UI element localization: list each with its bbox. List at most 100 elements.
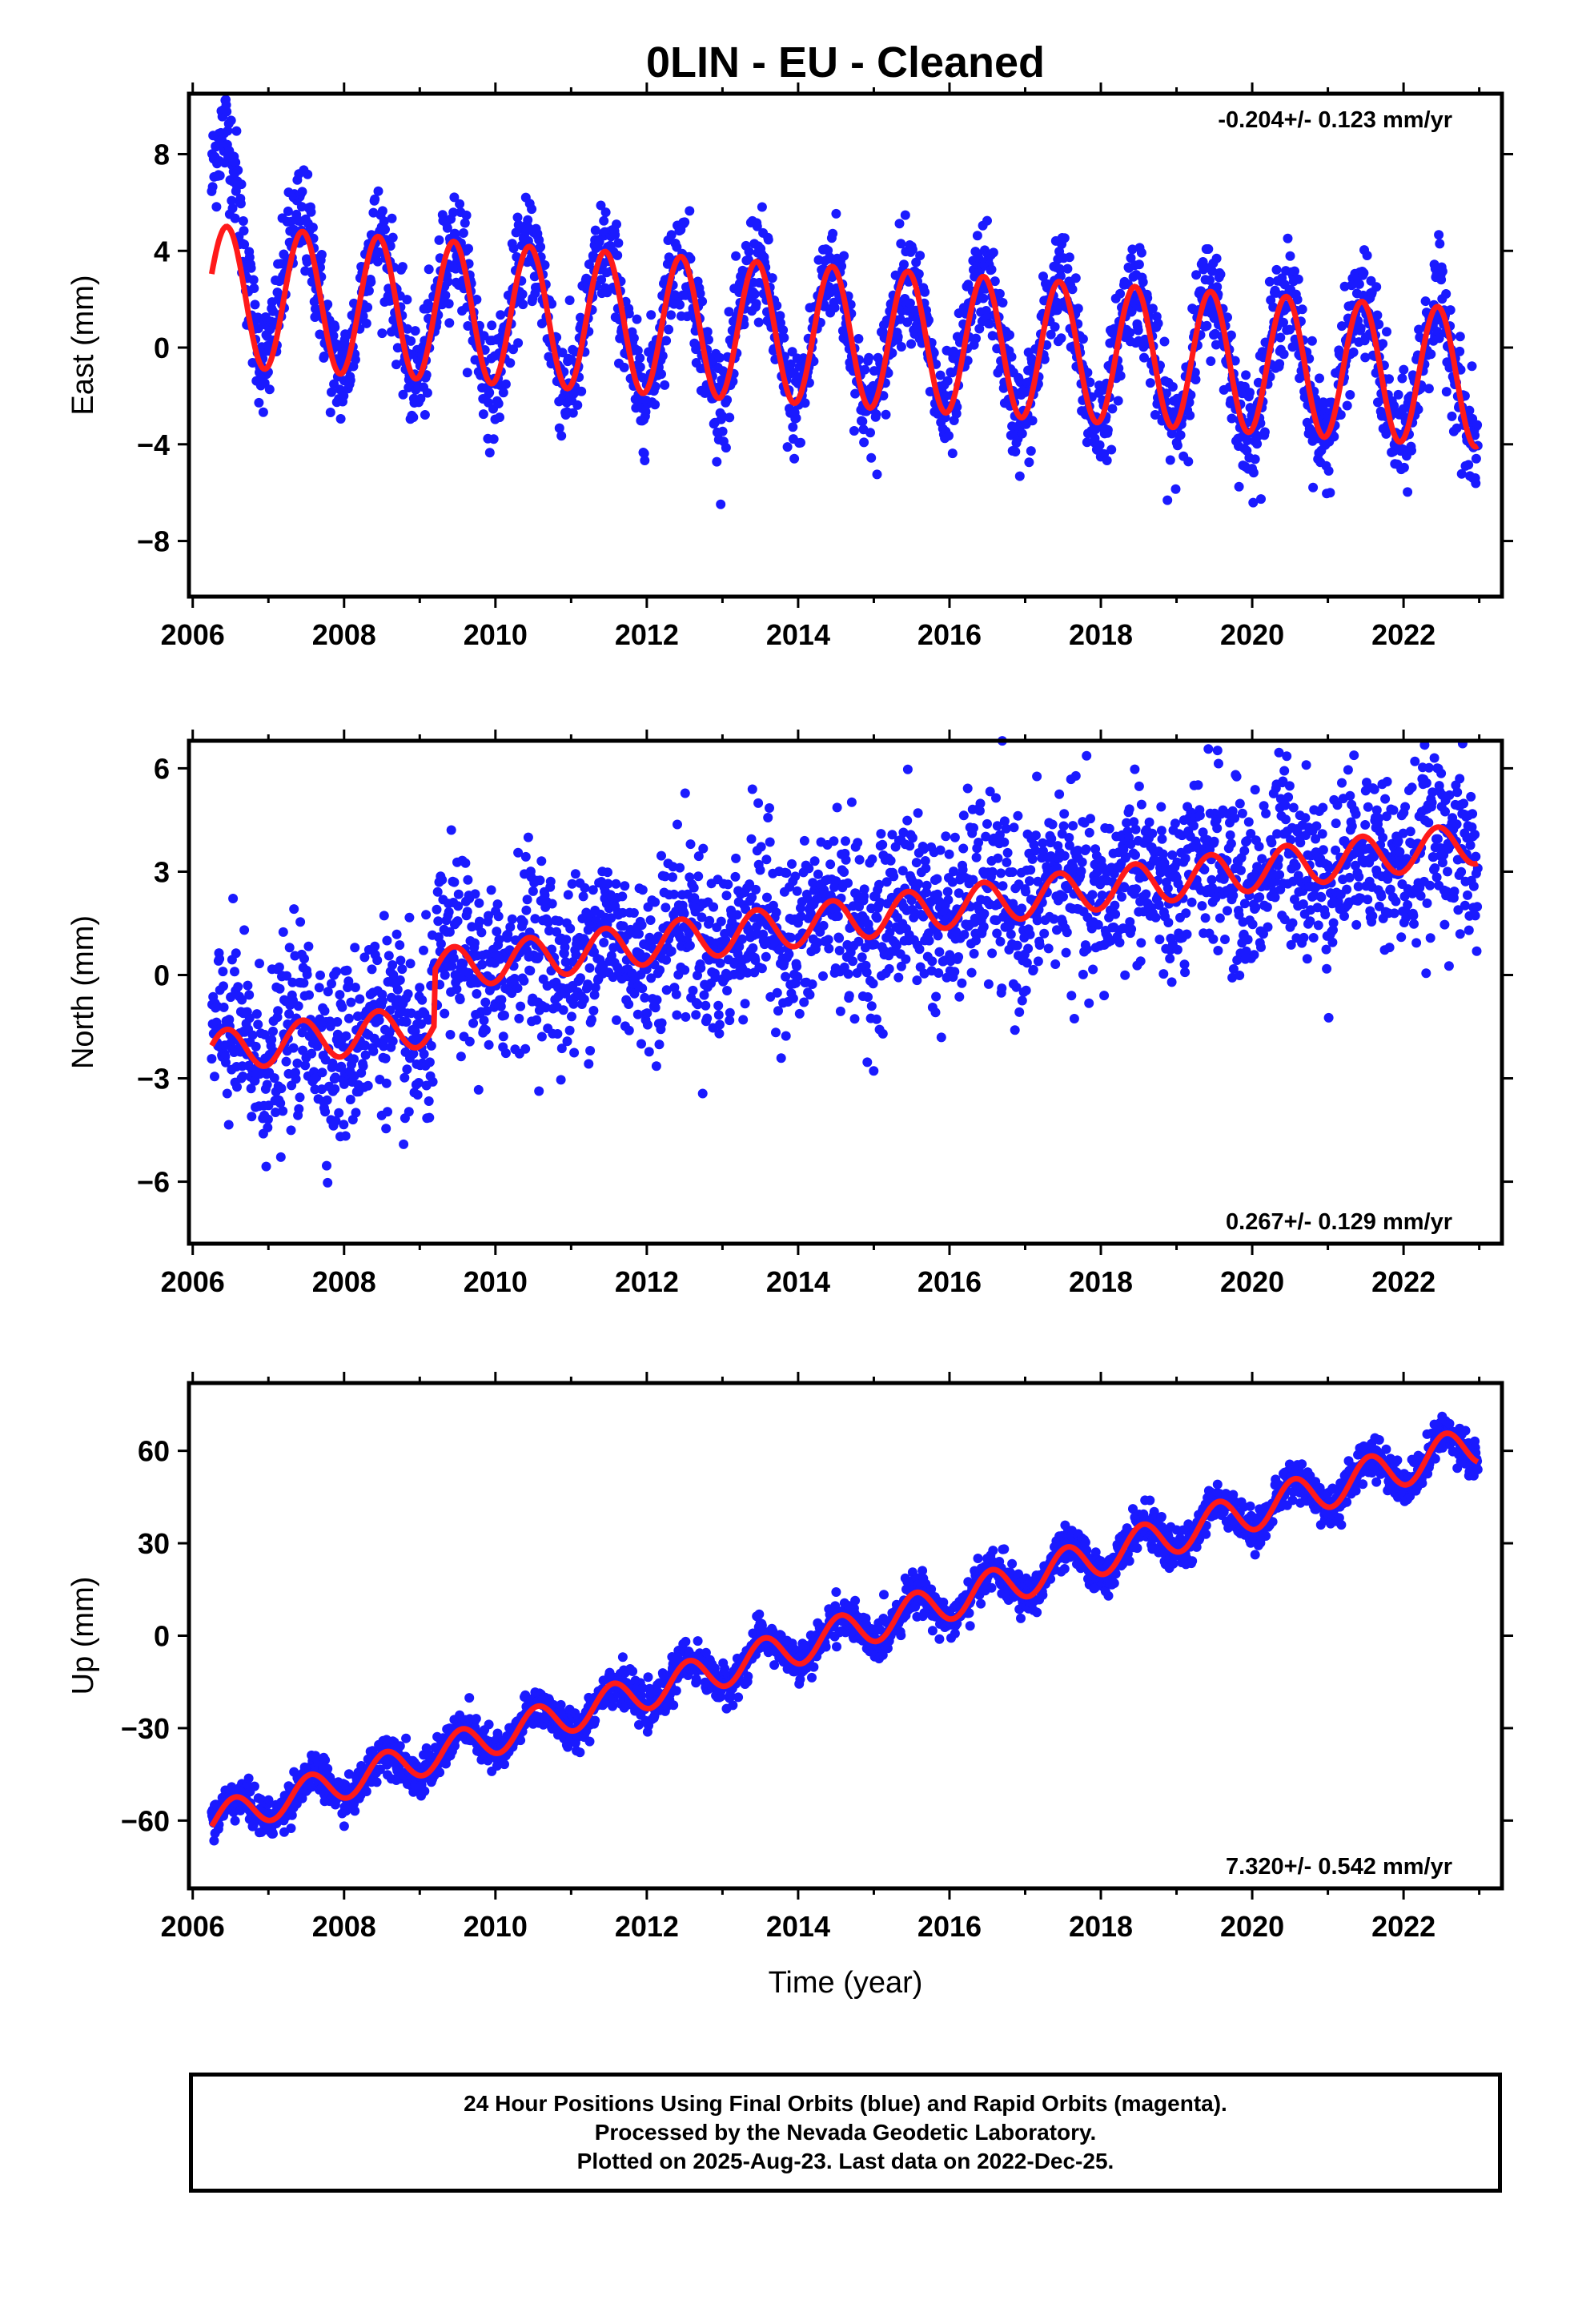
east-point (1078, 334, 1088, 344)
north-point (424, 1096, 434, 1106)
east-point (319, 351, 329, 361)
north-point (452, 984, 462, 995)
north-point (339, 1120, 349, 1130)
north-point (396, 955, 406, 966)
east-point (1397, 373, 1407, 384)
north-point (740, 999, 750, 1009)
east-point (1293, 274, 1303, 284)
north-point (392, 984, 403, 995)
north-point (848, 956, 858, 967)
east-point (675, 300, 685, 310)
east-point (404, 383, 414, 392)
east-point (1399, 462, 1409, 472)
north-point (652, 995, 662, 1005)
east-point (1371, 282, 1382, 292)
east-point (1102, 456, 1112, 465)
north-point (642, 1019, 652, 1030)
east-point (416, 393, 426, 404)
east-point (1010, 447, 1021, 456)
north-point (400, 1072, 410, 1083)
north-point (453, 889, 464, 899)
east-point (612, 250, 623, 260)
east-point (775, 311, 785, 321)
north-point (805, 990, 815, 1000)
north-point (650, 897, 661, 907)
north-point (383, 1107, 392, 1117)
north-point (1144, 817, 1154, 827)
north-point (620, 881, 630, 891)
north-point (748, 943, 758, 953)
north-point (303, 941, 314, 951)
north-point (603, 867, 612, 878)
east-point (1384, 374, 1394, 384)
north-point (654, 1039, 665, 1050)
north-point (341, 1031, 351, 1041)
north-point (669, 889, 679, 899)
east-point (402, 295, 412, 305)
north-point (998, 881, 1008, 891)
north-point (624, 1025, 634, 1035)
north-point (322, 1095, 332, 1105)
east-point (1159, 336, 1170, 347)
north-point (1280, 800, 1291, 810)
east-point (893, 332, 903, 342)
north-point (1034, 940, 1045, 950)
east-point (350, 355, 360, 365)
north-point (1141, 889, 1151, 899)
north-point (1287, 918, 1298, 928)
north-point (957, 978, 967, 988)
north-point (449, 877, 460, 887)
north-point (1131, 884, 1142, 895)
north-point (1283, 792, 1294, 802)
north-point (913, 808, 923, 818)
north-point (1236, 865, 1246, 875)
east-point (628, 333, 639, 344)
north-point (1323, 1012, 1334, 1023)
north-point (688, 985, 698, 995)
north-point (473, 1084, 484, 1095)
north-point (668, 872, 677, 883)
north-point (262, 1080, 272, 1090)
north-point (862, 1057, 873, 1068)
north-point (263, 1123, 273, 1132)
north-point (1162, 883, 1173, 894)
east-point (211, 202, 222, 212)
north-point (1235, 971, 1245, 980)
north-point (1158, 969, 1169, 979)
east-point (1342, 400, 1352, 411)
east-point (564, 296, 575, 305)
east-point (779, 332, 789, 343)
north-point (934, 968, 944, 978)
north-point (484, 1039, 494, 1050)
north-point (1313, 920, 1323, 931)
north-point (343, 1013, 354, 1023)
east-point (215, 171, 225, 181)
north-point (680, 965, 690, 975)
north-point (424, 1057, 435, 1068)
north-point (1058, 821, 1069, 831)
north-point (547, 899, 557, 909)
east-point (1441, 289, 1452, 299)
east-point (704, 335, 713, 345)
north-point (902, 764, 913, 774)
north-point (399, 1139, 409, 1149)
north-point (302, 969, 312, 979)
east-point (971, 333, 981, 344)
north-point (1077, 857, 1087, 867)
east-point (1115, 288, 1126, 299)
north-point (419, 1049, 429, 1059)
north-point (512, 983, 523, 993)
east-point (236, 179, 247, 190)
north-point (1318, 845, 1328, 855)
north-point (877, 839, 888, 850)
east-point (866, 452, 877, 463)
north-point (693, 871, 704, 882)
east-point (716, 499, 726, 509)
north-point (1327, 937, 1338, 947)
north-point (927, 956, 938, 967)
east-point (712, 456, 722, 467)
north-point (661, 903, 671, 913)
east-point (853, 334, 864, 344)
north-point (790, 871, 801, 882)
north-point (477, 959, 488, 970)
